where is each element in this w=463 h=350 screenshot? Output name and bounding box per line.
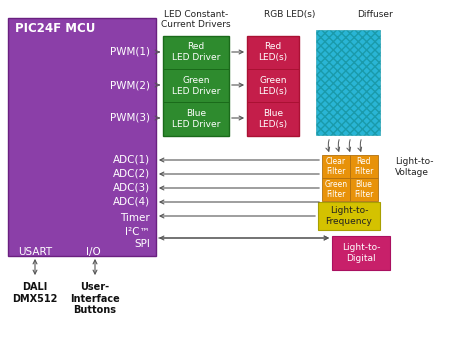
Text: PWM(2): PWM(2) <box>110 80 150 90</box>
Text: DALI
DMX512: DALI DMX512 <box>13 282 57 303</box>
Text: User-
Interface
Buttons: User- Interface Buttons <box>70 282 119 315</box>
Bar <box>321 155 349 178</box>
Bar <box>246 36 298 136</box>
Bar <box>317 202 379 230</box>
Text: I/O: I/O <box>86 247 100 257</box>
Text: Red
LED(s): Red LED(s) <box>258 42 287 62</box>
Text: PWM(1): PWM(1) <box>110 47 150 57</box>
Text: PIC24F MCU: PIC24F MCU <box>15 22 95 35</box>
Text: Green
LED Driver: Green LED Driver <box>171 76 220 96</box>
Text: ADC(1): ADC(1) <box>113 155 150 165</box>
Text: ADC(3): ADC(3) <box>113 183 150 193</box>
Text: Green
Filter: Green Filter <box>324 180 347 199</box>
Text: PWM(3): PWM(3) <box>110 113 150 123</box>
Bar <box>332 236 389 270</box>
Bar <box>349 178 377 201</box>
Text: ADC(2): ADC(2) <box>113 169 150 179</box>
Text: Blue
Filter: Blue Filter <box>354 180 373 199</box>
Bar <box>315 30 379 135</box>
Bar <box>8 18 156 256</box>
Text: Red
Filter: Red Filter <box>354 157 373 176</box>
Text: USART: USART <box>18 247 52 257</box>
Bar <box>349 155 377 178</box>
Text: Light-to-
Voltage: Light-to- Voltage <box>394 157 432 177</box>
Text: Clear
Filter: Clear Filter <box>325 157 345 176</box>
Text: ADC(4): ADC(4) <box>113 197 150 207</box>
Text: Blue
LED Driver: Blue LED Driver <box>171 109 220 129</box>
Text: LED Constant-
Current Drivers: LED Constant- Current Drivers <box>161 10 230 29</box>
Text: Green
LED(s): Green LED(s) <box>258 76 287 96</box>
Text: SPI: SPI <box>134 239 150 249</box>
Text: RGB LED(s): RGB LED(s) <box>264 10 315 19</box>
Bar <box>163 36 229 136</box>
Text: I²C™: I²C™ <box>125 227 150 237</box>
Text: Light-to-
Digital: Light-to- Digital <box>341 243 380 263</box>
Text: Red
LED Driver: Red LED Driver <box>171 42 220 62</box>
Bar <box>321 178 349 201</box>
Text: Diffuser: Diffuser <box>357 10 392 19</box>
Text: Blue
LED(s): Blue LED(s) <box>258 109 287 129</box>
Text: Timer: Timer <box>120 213 150 223</box>
Text: Light-to-
Frequency: Light-to- Frequency <box>325 206 372 226</box>
